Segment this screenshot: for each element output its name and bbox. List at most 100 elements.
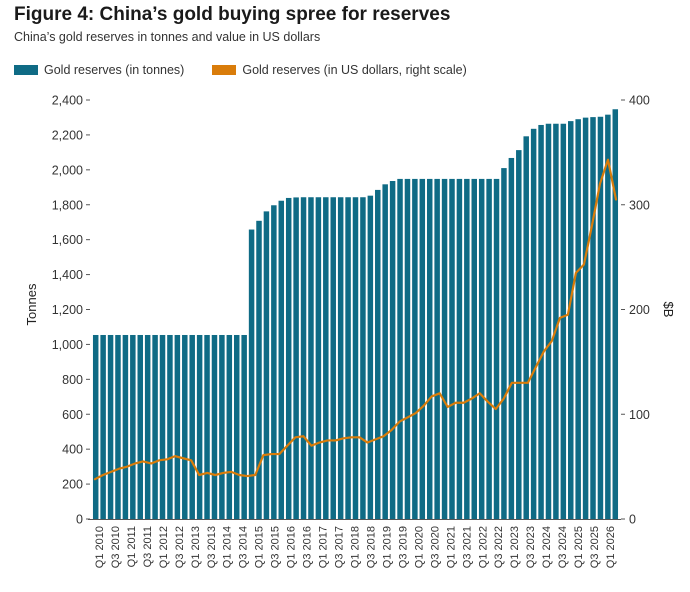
- x-tick-label: Q3 2013: [206, 526, 218, 568]
- bar-tonnes: [107, 334, 114, 519]
- bar-tonnes: [167, 334, 173, 519]
- x-tick-label: Q3 2023: [525, 526, 537, 568]
- y-right-tick-label: 100: [629, 408, 650, 422]
- legend-item-tonnes: Gold reserves (in tonnes): [14, 63, 184, 77]
- y-right-tick-label: 200: [629, 303, 650, 317]
- x-tick-label: Q3 2021: [461, 526, 473, 568]
- legend: Gold reserves (in tonnes) Gold reserves …: [14, 62, 495, 78]
- bar-tonnes: [523, 136, 529, 519]
- bar-tonnes: [271, 205, 277, 519]
- bar-tonnes: [478, 178, 485, 519]
- x-tick-label: Q3 2014: [238, 526, 250, 568]
- x-tick-label: Q1 2026: [605, 526, 617, 568]
- x-tick-label: Q1 2021: [445, 526, 457, 568]
- bar-tonnes: [464, 178, 470, 519]
- bar-tonnes: [278, 200, 285, 520]
- x-tick-label: Q1 2022: [477, 526, 489, 568]
- bar-tonnes: [404, 178, 411, 519]
- bar-tonnes: [582, 117, 589, 519]
- bar-tonnes: [575, 119, 581, 519]
- bar-tonnes: [449, 178, 455, 519]
- bar-tonnes: [516, 150, 522, 520]
- bar-tonnes: [226, 334, 233, 519]
- bar-tonnes: [174, 334, 181, 519]
- chart-title: Figure 4: China’s gold buying spree for …: [14, 4, 451, 25]
- bar-tonnes: [130, 334, 136, 519]
- bar-tonnes: [182, 334, 188, 519]
- y-right-tick-label: 400: [629, 94, 650, 108]
- legend-swatch-tonnes: [14, 65, 38, 75]
- y-left-tick-label: 800: [62, 373, 83, 387]
- x-tick-label: Q3 2015: [270, 526, 282, 568]
- x-tick-label: Q1 2014: [222, 526, 234, 568]
- y-left-axis-title: Tonnes: [24, 283, 39, 325]
- bar-tonnes: [189, 334, 195, 519]
- bar-tonnes: [560, 123, 567, 520]
- legend-label-usd: Gold reserves (in US dollars, right scal…: [242, 63, 467, 77]
- bar-tonnes: [412, 178, 418, 519]
- bar-tonnes: [360, 197, 366, 520]
- legend-label-tonnes: Gold reserves (in tonnes): [44, 63, 185, 77]
- bar-tonnes: [144, 334, 151, 519]
- x-tick-label: Q3 2010: [110, 526, 122, 568]
- x-tick-label: Q3 2025: [589, 526, 601, 568]
- bar-tonnes: [159, 334, 166, 519]
- x-tick-label: Q1 2019: [381, 526, 393, 568]
- x-tick-label: Q1 2010: [94, 526, 106, 568]
- bar-tonnes: [285, 197, 292, 519]
- y-right-tick-label: 300: [629, 198, 650, 212]
- y-left-tick-label: 1,000: [52, 338, 83, 352]
- x-tick-label: Q3 2018: [365, 526, 377, 568]
- bar-tonnes: [419, 178, 426, 519]
- bar-tonnes: [256, 220, 262, 519]
- bar-tonnes: [233, 334, 240, 519]
- bar-tonnes: [389, 181, 396, 519]
- bar-tonnes: [115, 334, 121, 519]
- x-tick-label: Q3 2016: [302, 526, 314, 568]
- legend-swatch-usd: [212, 65, 237, 75]
- bar-tonnes: [471, 178, 477, 519]
- x-tick-label: Q3 2017: [334, 526, 346, 568]
- x-tick-label: Q3 2011: [142, 526, 154, 567]
- x-tick-label: Q3 2024: [557, 526, 569, 568]
- bar-tonnes: [352, 197, 359, 520]
- y-right-axis-title: $B: [661, 302, 676, 318]
- bar-tonnes: [241, 334, 247, 519]
- bar-tonnes: [382, 184, 388, 519]
- y-left-tick-label: 200: [62, 478, 83, 492]
- bar-tonnes: [612, 109, 619, 519]
- bar-tonnes: [345, 197, 351, 520]
- bar-tonnes: [538, 124, 544, 519]
- x-tick-label: Q1 2017: [318, 526, 330, 568]
- bar-tonnes: [590, 117, 596, 520]
- bar-tonnes: [152, 334, 158, 519]
- legend-item-usd: Gold reserves (in US dollars, right scal…: [212, 63, 467, 77]
- bar-tonnes: [375, 189, 381, 519]
- bar-tonnes: [605, 114, 611, 520]
- line-usd-series: [93, 158, 618, 481]
- x-tick-label: Q3 2020: [429, 526, 441, 568]
- y-left-tick-label: 600: [62, 408, 83, 422]
- bar-tonnes: [248, 229, 255, 520]
- y-left-tick-label: 400: [62, 443, 83, 457]
- bar-tonnes: [308, 197, 314, 520]
- x-tick-label: Q3 2019: [397, 526, 409, 568]
- bar-tonnes: [486, 178, 492, 519]
- x-tick-label: Q3 2012: [174, 526, 186, 568]
- y-left-tick-label: 1,400: [52, 268, 83, 282]
- y-right-tick-label: 0: [629, 513, 636, 527]
- bar-tonnes: [397, 178, 403, 519]
- bar-tonnes: [263, 211, 270, 519]
- y-left-tick-label: 0: [76, 513, 83, 527]
- x-tick-label: Q1 2023: [509, 526, 521, 568]
- y-left-tick-label: 2,200: [52, 128, 83, 142]
- y-left-tick-label: 1,800: [52, 198, 83, 212]
- bar-tonnes: [508, 157, 515, 519]
- bar-tonnes: [501, 168, 507, 519]
- x-tick-label: Q1 2011: [126, 526, 138, 567]
- bar-tonnes: [315, 197, 322, 520]
- x-tick-label: Q3 2022: [493, 526, 505, 568]
- y-left-tick-label: 2,400: [52, 94, 83, 108]
- bar-tonnes: [204, 334, 210, 519]
